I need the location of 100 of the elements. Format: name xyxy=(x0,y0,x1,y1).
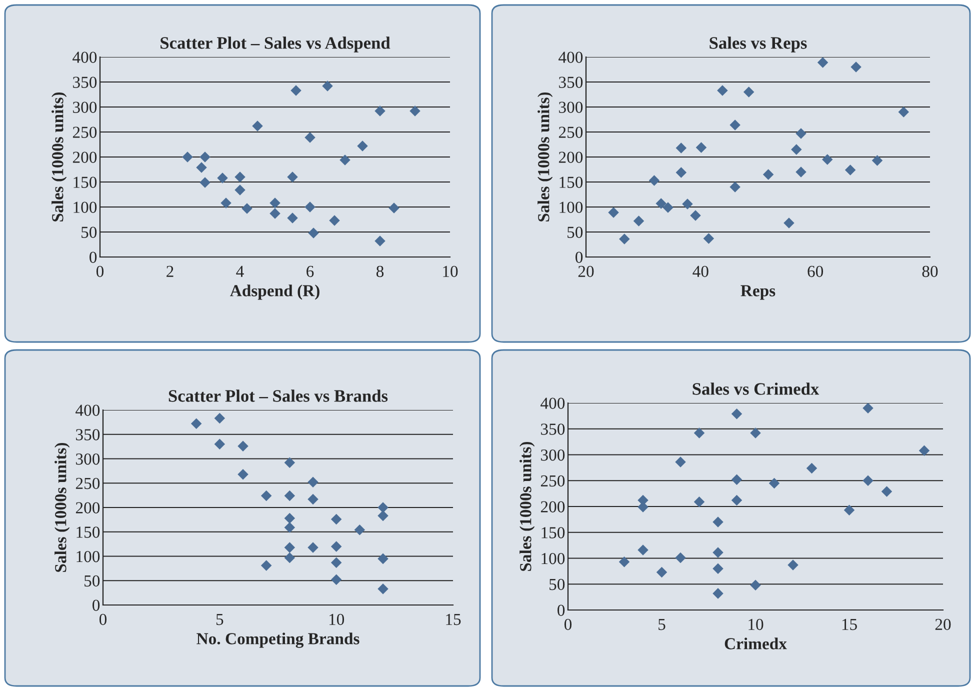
point xyxy=(304,132,316,143)
point xyxy=(712,547,724,558)
y-tick-label: 350 xyxy=(73,76,97,88)
point xyxy=(784,218,794,228)
point xyxy=(675,552,686,564)
x-tick-label: 2 xyxy=(166,266,174,277)
y-tick-label: 150 xyxy=(76,526,100,538)
chart-title: Scatter Plot – Sales vs Brands xyxy=(168,390,388,402)
point xyxy=(648,175,660,186)
point xyxy=(308,494,318,505)
chart-title: Scatter Plot – Sales vs Adspend xyxy=(160,36,390,52)
point xyxy=(862,403,874,414)
point xyxy=(284,490,296,502)
point xyxy=(290,85,302,96)
point xyxy=(329,215,340,226)
point xyxy=(214,438,226,450)
y-tick-label: 150 xyxy=(560,176,583,188)
x-axis-title: Reps xyxy=(740,285,776,300)
point xyxy=(330,541,342,552)
point xyxy=(638,544,648,556)
point xyxy=(618,556,630,568)
y-tick-label: 400 xyxy=(558,52,583,63)
x-tick-label: 5 xyxy=(216,614,224,626)
y-tick-label: 350 xyxy=(541,424,565,435)
point xyxy=(378,553,388,564)
point xyxy=(196,162,207,173)
y-tick-label: 0 xyxy=(90,252,97,263)
y-tick-label: 250 xyxy=(72,126,97,138)
x-tick-label: 20 xyxy=(578,266,594,278)
x-axis-title: Crimedx xyxy=(724,638,787,650)
point xyxy=(330,514,342,525)
point xyxy=(214,412,226,424)
point xyxy=(284,457,296,468)
point xyxy=(675,456,686,468)
y-tick-label: 300 xyxy=(559,102,583,113)
point xyxy=(357,140,368,152)
point xyxy=(656,198,666,209)
point xyxy=(619,234,630,244)
y-tick-label: 350 xyxy=(559,76,583,88)
x-tick-label: 40 xyxy=(692,266,708,278)
y-tick-label: 200 xyxy=(558,152,583,163)
point xyxy=(817,57,828,68)
point xyxy=(340,154,350,166)
y-tick-label: 250 xyxy=(540,475,565,487)
point xyxy=(656,566,668,578)
point xyxy=(354,524,366,536)
point xyxy=(284,512,296,524)
y-tick-label: 400 xyxy=(76,404,100,416)
point xyxy=(712,563,724,574)
point xyxy=(388,202,400,214)
point xyxy=(308,228,319,238)
point xyxy=(676,167,687,178)
point xyxy=(682,198,693,210)
y-tick-label: 350 xyxy=(76,429,100,440)
x-tick-label: 10 xyxy=(443,266,458,278)
chart-title: Sales vs Reps xyxy=(710,36,807,52)
point xyxy=(410,106,420,116)
x-tick-label: 5 xyxy=(658,618,666,630)
point xyxy=(287,172,298,182)
x-tick-label: 60 xyxy=(808,266,824,278)
point xyxy=(768,478,780,489)
x-tick-label: 6 xyxy=(306,266,314,278)
point xyxy=(690,210,701,221)
point xyxy=(633,216,644,226)
point xyxy=(242,203,252,214)
point xyxy=(731,494,742,506)
point xyxy=(731,474,742,485)
x-tick-label: 10 xyxy=(748,618,764,630)
y-tick-label: 0 xyxy=(92,600,100,611)
point xyxy=(788,560,798,570)
point xyxy=(284,542,296,553)
point xyxy=(284,552,296,564)
point xyxy=(850,62,862,72)
point xyxy=(190,418,202,430)
y-axis-title: Sales (1000s units) xyxy=(54,442,70,572)
point xyxy=(308,476,318,488)
y-tick-label: 50 xyxy=(84,575,100,587)
y-axis-title: Sales (1000s units) xyxy=(520,442,535,571)
point xyxy=(374,236,386,246)
point xyxy=(304,202,316,212)
point xyxy=(796,128,806,139)
point xyxy=(862,475,874,486)
point xyxy=(252,120,263,132)
y-axis-title: Sales (1000s units) xyxy=(52,92,67,222)
x-tick-label: 15 xyxy=(446,614,461,626)
point xyxy=(330,557,342,568)
point xyxy=(743,86,754,98)
x-tick-label: 15 xyxy=(842,618,857,630)
point xyxy=(703,233,714,244)
point xyxy=(220,198,232,208)
x-axis-title: Adspend (R) xyxy=(230,284,320,300)
y-axis-title: Sales (1000s units) xyxy=(538,92,553,222)
chart-title: Sales vs Crimedx xyxy=(692,382,820,395)
y-tick-label: 250 xyxy=(76,478,100,490)
point xyxy=(200,152,210,162)
y-tick-label: 200 xyxy=(72,152,97,163)
point xyxy=(730,182,740,192)
y-tick-label: 50 xyxy=(568,226,583,238)
y-tick-label: 100 xyxy=(542,552,565,564)
point xyxy=(872,155,883,166)
